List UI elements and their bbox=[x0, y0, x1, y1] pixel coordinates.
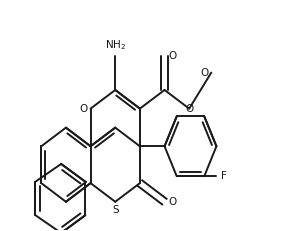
Text: O: O bbox=[80, 104, 88, 114]
Text: O: O bbox=[169, 51, 177, 61]
Text: S: S bbox=[112, 205, 119, 215]
Text: F: F bbox=[220, 171, 226, 181]
Text: O: O bbox=[169, 197, 177, 207]
Text: O: O bbox=[200, 68, 209, 78]
Text: NH$_2$: NH$_2$ bbox=[105, 39, 126, 52]
Text: O: O bbox=[185, 104, 193, 114]
